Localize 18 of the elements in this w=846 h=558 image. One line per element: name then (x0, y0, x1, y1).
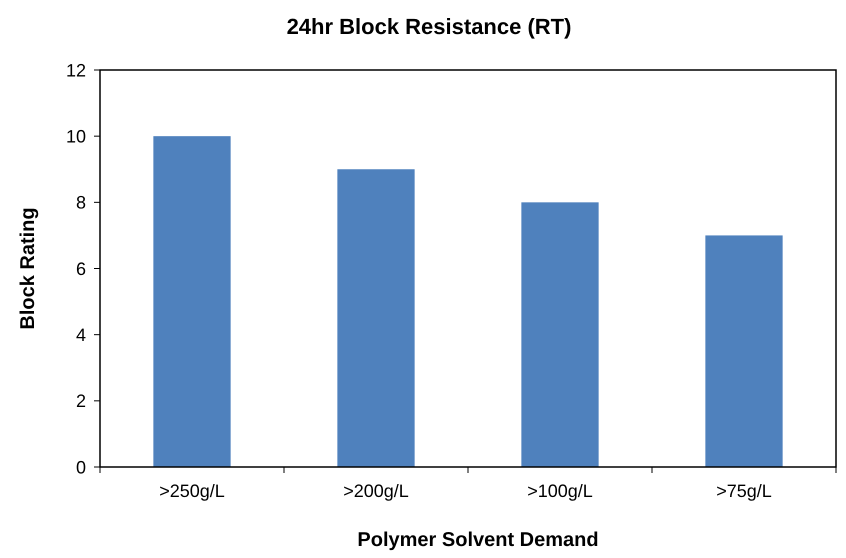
x-tick-label: >100g/L (527, 481, 593, 501)
x-tick-label: >250g/L (159, 481, 225, 501)
chart-title: 24hr Block Resistance (RT) (286, 14, 572, 39)
y-tick-label: 8 (76, 192, 86, 213)
bar (705, 235, 783, 467)
y-axis-title: Block Rating (17, 207, 39, 330)
y-tick-label: 2 (76, 391, 86, 412)
y-tick-label: 4 (76, 324, 86, 345)
x-tick-label: >200g/L (343, 481, 409, 501)
bar (337, 169, 415, 467)
y-tick-label: 10 (66, 126, 86, 146)
x-tick-label: >75g/L (716, 481, 772, 501)
y-tick-label: 12 (66, 60, 86, 80)
bar (153, 136, 231, 467)
x-axis-title: Polymer Solvent Demand (357, 529, 599, 551)
y-tick-label: 0 (76, 457, 86, 478)
bar (521, 202, 599, 467)
y-tick-label: 6 (76, 258, 86, 279)
